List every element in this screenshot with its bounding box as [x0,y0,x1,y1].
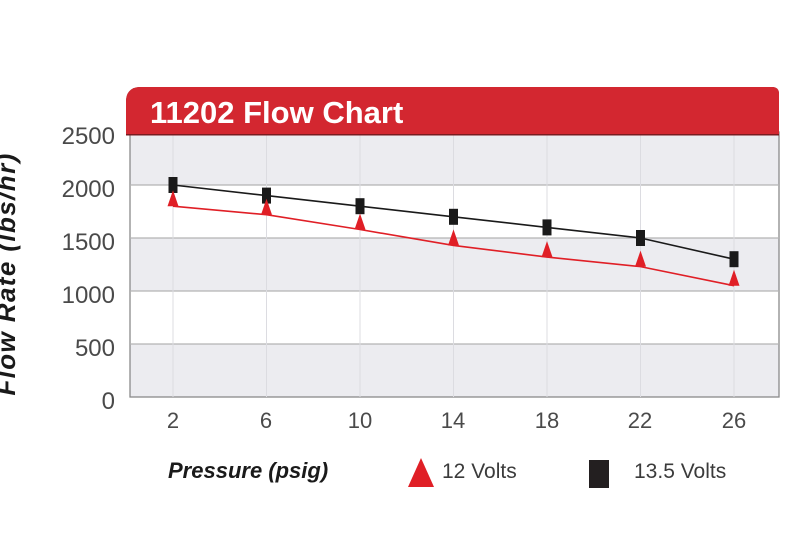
svg-text:11202 Flow Chart: 11202 Flow Chart [150,95,403,130]
